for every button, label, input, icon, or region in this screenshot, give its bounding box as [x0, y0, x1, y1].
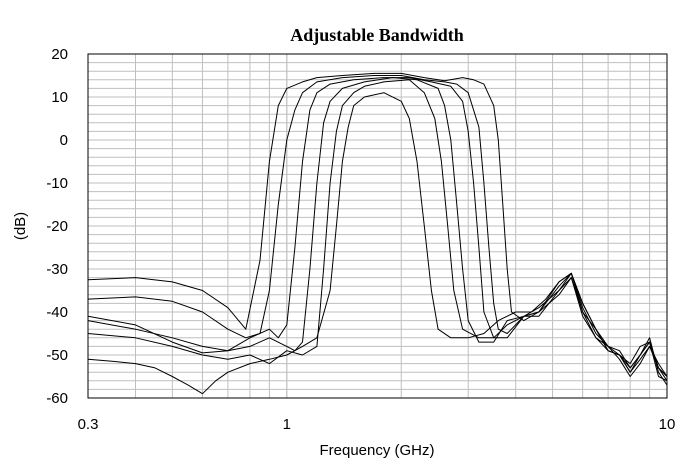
y-tick-label: 0	[60, 132, 68, 149]
y-tick-label: -10	[46, 175, 68, 192]
y-tick-label: 10	[51, 89, 68, 106]
x-tick-label: 10	[659, 416, 676, 433]
x-axis-title: Frequency (GHz)	[319, 442, 434, 459]
chart-title: Adjustable Bandwidth	[290, 25, 464, 45]
y-tick-label: -20	[46, 218, 68, 235]
y-axis-title: (dB)	[12, 212, 29, 240]
y-tick-label: -30	[46, 261, 68, 278]
series-layer	[87, 72, 668, 395]
y-tick-labels: 20 10 0 -10 -20 -30 -40 -50 -60	[46, 46, 68, 407]
series-line-4	[87, 77, 668, 377]
y-tick-label: -40	[46, 304, 68, 321]
plot-frame	[87, 53, 668, 399]
series-line-5	[87, 79, 668, 382]
series-line-1	[87, 72, 668, 382]
y-tick-label: -50	[46, 347, 68, 364]
y-tick-label: -60	[46, 390, 68, 407]
series-line-6	[87, 92, 668, 395]
y-tick-label: 20	[51, 46, 68, 63]
x-tick-labels: 0.3 1 10	[78, 416, 676, 433]
x-tick-label: 0.3	[78, 416, 99, 433]
series-line-2	[87, 75, 668, 377]
x-tick-label: 1	[283, 416, 291, 433]
grid-layer	[88, 54, 667, 398]
